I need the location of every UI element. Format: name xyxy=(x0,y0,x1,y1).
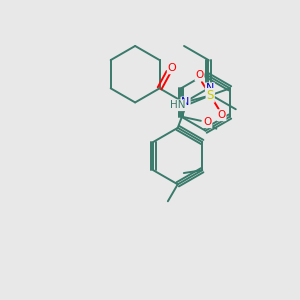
Text: O: O xyxy=(203,117,211,127)
Text: N: N xyxy=(181,98,190,107)
Text: HN: HN xyxy=(170,100,186,110)
Text: O: O xyxy=(218,110,226,120)
Text: O: O xyxy=(195,70,204,80)
Text: S: S xyxy=(206,89,214,102)
Text: O: O xyxy=(168,63,176,74)
Text: N: N xyxy=(206,83,214,93)
